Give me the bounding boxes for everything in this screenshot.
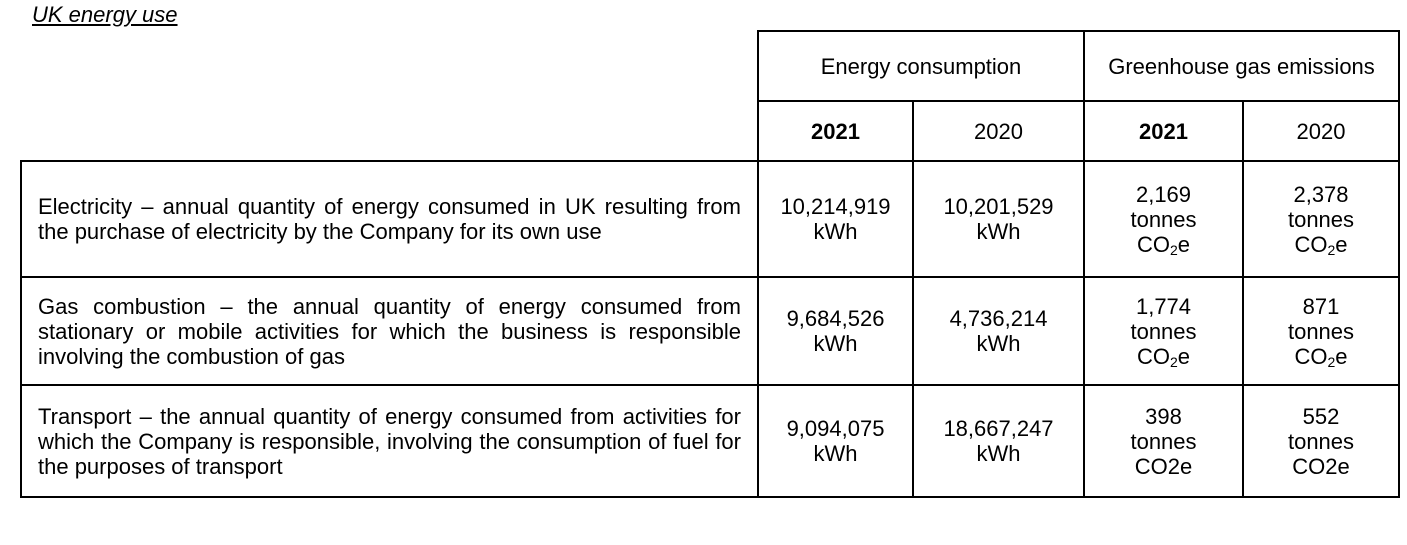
table-row: Electricity – annual quantity of energy … xyxy=(20,160,1400,278)
co2e-unit: CO2e xyxy=(1136,343,1191,370)
co2e-unit: CO2e xyxy=(1292,453,1350,479)
value: 871 xyxy=(1302,293,1340,319)
row-description: Electricity – annual quantity of energy … xyxy=(20,160,759,278)
unit: kWh xyxy=(976,331,1021,356)
energy-consumption-header: Energy consumption xyxy=(757,30,1085,102)
table-row: Gas combustion – the annual quantity of … xyxy=(20,276,1400,386)
ghg-2020-cell: 552 tonnes CO2e xyxy=(1242,384,1400,498)
value: 18,667,247 xyxy=(943,416,1054,441)
energy-2021-cell: 9,094,075 kWh xyxy=(757,384,914,498)
co2e-unit: CO2e xyxy=(1294,231,1348,258)
year-header-row: 2021 2020 2021 2020 xyxy=(21,100,1400,162)
value: 2,378 xyxy=(1293,181,1349,207)
value: 552 xyxy=(1302,403,1340,429)
year-header-ghg-2021: 2021 xyxy=(1083,100,1244,162)
group-header-row: Energy consumption Greenhouse gas emissi… xyxy=(21,30,1400,102)
year-header-ghg-2020: 2020 xyxy=(1242,100,1400,162)
energy-2020-cell: 18,667,247 kWh xyxy=(912,384,1085,498)
co2e-unit: CO2e xyxy=(1136,231,1191,258)
unit: tonnes xyxy=(1287,318,1355,344)
value: 10,214,919 xyxy=(780,194,891,219)
co2e-unit: CO2e xyxy=(1294,343,1348,370)
blank-year-cell xyxy=(21,101,758,161)
ghg-emissions-header: Greenhouse gas emissions xyxy=(1083,30,1400,102)
unit: tonnes xyxy=(1130,318,1197,344)
ghg-2020-cell: 2,378 tonnes CO2e xyxy=(1242,160,1400,278)
unit: kWh xyxy=(813,219,858,244)
table-row: Transport – the annual quantity of energ… xyxy=(20,384,1400,498)
co2e-unit: CO2e xyxy=(1134,453,1193,479)
ghg-2021-cell: 1,774 tonnes CO2e xyxy=(1083,276,1244,386)
page-title: UK energy use xyxy=(32,2,178,27)
row-description: Gas combustion – the annual quantity of … xyxy=(20,276,759,386)
energy-2020-cell: 10,201,529 kWh xyxy=(912,160,1085,278)
unit: kWh xyxy=(813,331,858,356)
value: 2,169 xyxy=(1135,181,1192,207)
unit: kWh xyxy=(813,441,858,466)
value: 1,774 xyxy=(1135,293,1192,319)
ghg-2020-cell: 871 tonnes CO2e xyxy=(1242,276,1400,386)
unit: tonnes xyxy=(1130,206,1197,232)
value: 9,684,526 xyxy=(786,306,885,331)
value: 10,201,529 xyxy=(943,194,1054,219)
row-description: Transport – the annual quantity of energ… xyxy=(20,384,759,498)
energy-2021-cell: 9,684,526 kWh xyxy=(757,276,914,386)
value: 9,094,075 xyxy=(786,416,885,441)
energy-2020-cell: 4,736,214 kWh xyxy=(912,276,1085,386)
unit: tonnes xyxy=(1287,428,1355,454)
energy-2021-cell: 10,214,919 kWh xyxy=(757,160,914,278)
unit: kWh xyxy=(976,219,1021,244)
blank-header-cell xyxy=(21,31,758,101)
ghg-2021-cell: 398 tonnes CO2e xyxy=(1083,384,1244,498)
ghg-2021-cell: 2,169 tonnes CO2e xyxy=(1083,160,1244,278)
energy-table: Energy consumption Greenhouse gas emissi… xyxy=(20,30,1400,498)
unit: tonnes xyxy=(1287,206,1355,232)
value: 4,736,214 xyxy=(949,306,1048,331)
unit: tonnes xyxy=(1130,428,1197,454)
year-header-energy-2021: 2021 xyxy=(757,100,914,162)
year-header-energy-2020: 2020 xyxy=(912,100,1085,162)
value: 398 xyxy=(1145,403,1182,429)
unit: kWh xyxy=(976,441,1021,466)
